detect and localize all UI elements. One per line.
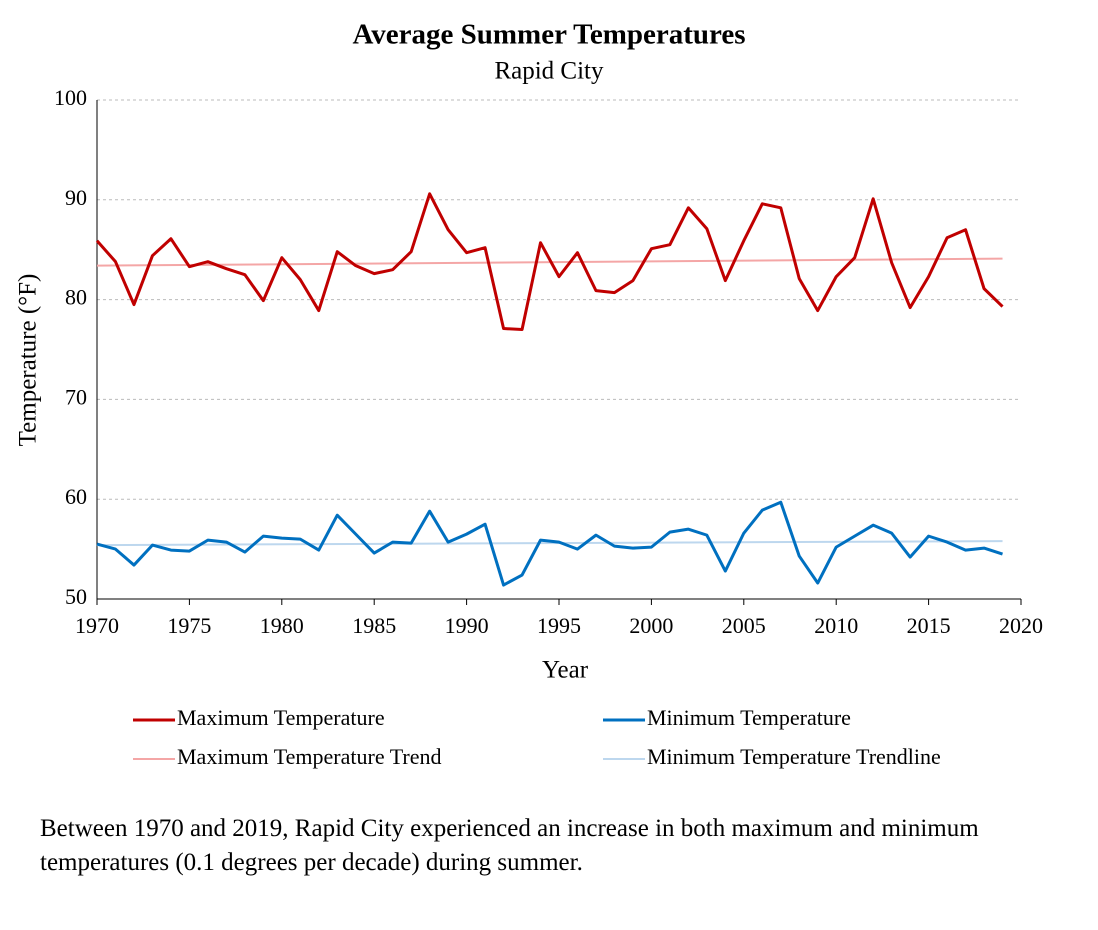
x-tick-label: 1985	[352, 613, 396, 638]
x-tick-label: 1975	[167, 613, 211, 638]
legend-label: Maximum Temperature	[177, 705, 385, 730]
x-tick-label: 2020	[999, 613, 1043, 638]
chart-title: Average Summer Temperatures	[352, 19, 745, 51]
x-tick-label: 1970	[75, 613, 119, 638]
chart: Average Summer Temperatures Rapid City Y…	[15, 19, 1043, 769]
x-tick-label: 2010	[814, 613, 858, 638]
x-axis-label: Year	[542, 657, 589, 684]
y-tick-label: 80	[65, 285, 87, 310]
legend-label: Maximum Temperature Trend	[177, 744, 441, 769]
y-axis-label: Temperature (°F)	[15, 274, 42, 447]
y-tick-label: 60	[65, 484, 87, 509]
series-line	[95, 192, 1004, 332]
y-tick-label: 100	[54, 85, 87, 110]
x-tick-label: 2015	[907, 613, 951, 638]
y-tick-label: 90	[65, 185, 87, 210]
legend-label: Minimum Temperature	[647, 705, 851, 730]
x-tick-label: 2000	[629, 613, 673, 638]
x-tick-label: 1995	[537, 613, 581, 638]
series-line	[96, 500, 1003, 587]
x-tick-label: 2005	[722, 613, 766, 638]
chart-subtitle: Rapid City	[494, 58, 604, 85]
x-tick-label: 1980	[260, 613, 304, 638]
caption: Between 1970 and 2019, Rapid City experi…	[40, 815, 979, 876]
legend-label: Minimum Temperature Trendline	[647, 744, 941, 769]
x-tick-label: 1990	[445, 613, 489, 638]
series-line	[96, 540, 1003, 547]
y-tick-label: 50	[65, 584, 87, 609]
y-tick-label: 70	[65, 384, 87, 409]
